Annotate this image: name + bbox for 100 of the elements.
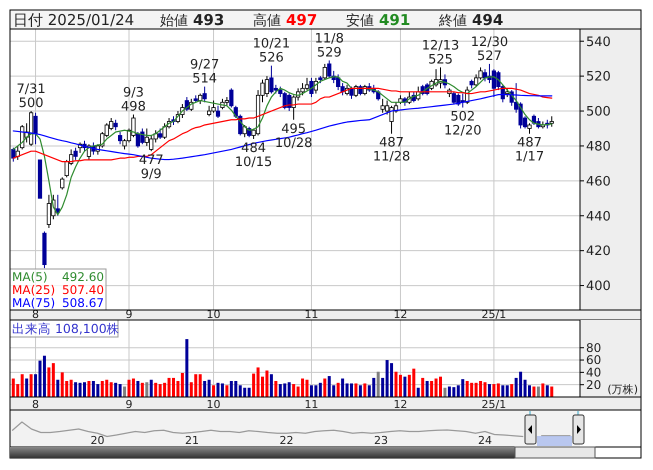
bar (185, 339, 188, 397)
annotation: 484 10/15 (234, 140, 272, 170)
candlestick (74, 147, 78, 160)
bar (114, 382, 118, 397)
annotation: 487 11/28 (372, 136, 410, 165)
bar (412, 368, 416, 397)
bar (198, 374, 202, 397)
bar (20, 374, 24, 397)
y-tick-label: 520 (586, 70, 611, 85)
annotation: 495 10/28 (274, 122, 312, 151)
bar (510, 384, 514, 397)
y-tick-label: 540 (586, 34, 611, 50)
bar (323, 378, 326, 397)
text: MA(25) 507.40 (12, 283, 104, 297)
x-tick-label: 25/1 (482, 398, 506, 411)
candlestick (207, 105, 212, 117)
bar (212, 385, 216, 397)
bar (318, 382, 322, 397)
candlestick (216, 105, 220, 119)
candlestick (264, 76, 270, 98)
bar (421, 378, 424, 397)
y-tick-label: 400 (586, 279, 611, 294)
x-tick-label: 20 (90, 434, 105, 447)
bar (403, 376, 406, 397)
x-tick-label: 24 (478, 434, 492, 447)
y-tick-label: 460 (586, 174, 611, 190)
annotation: 7/31 500 (16, 82, 46, 112)
y-tick-label: 420 (586, 244, 611, 260)
bar (60, 372, 64, 397)
candlestick (482, 68, 488, 82)
bar (416, 388, 420, 397)
text: MA(5) 492.60 (12, 270, 104, 284)
bar (292, 384, 296, 397)
bar (398, 374, 402, 397)
bar (96, 384, 100, 397)
bar (546, 385, 549, 397)
annotation: 9/27 514 (190, 58, 220, 87)
annotation: 12/30 527 (470, 34, 508, 64)
x-tick-label: 22 (280, 434, 294, 447)
bar (238, 385, 242, 397)
candlestick (211, 100, 216, 114)
annotation: 高値 497 (253, 11, 318, 29)
annotation: 502 12/20 (444, 110, 482, 139)
candlestick (60, 176, 64, 190)
bar (150, 380, 153, 397)
x-tick-label: 12 (393, 398, 408, 411)
bar (283, 383, 286, 397)
candlestick (242, 124, 247, 138)
candlestick (198, 93, 202, 105)
chart-title: 出来高 108,100株 (12, 321, 120, 336)
bar (358, 385, 362, 397)
bar (506, 385, 509, 397)
bar (110, 382, 113, 397)
y-tick-label: 40 (586, 366, 602, 380)
bar (376, 372, 380, 397)
candlestick (140, 128, 144, 145)
bar (488, 384, 491, 397)
bar (220, 383, 224, 397)
x-tick-label: 11 (304, 398, 318, 411)
bar (25, 378, 28, 397)
y-axis-title: (万株) (607, 383, 638, 396)
candlestick (474, 74, 478, 88)
bar (132, 378, 135, 397)
bar (74, 382, 78, 397)
candlestick (11, 147, 16, 162)
candlestick (114, 119, 118, 131)
bar (42, 356, 46, 397)
candlestick (380, 98, 385, 114)
bar (443, 388, 446, 397)
annotation: 安値 491 (346, 11, 410, 29)
bar (466, 380, 469, 397)
bar (265, 370, 268, 397)
bar (136, 380, 140, 397)
annotation: 終値 494 (438, 11, 504, 29)
chart-title: 日付 2025/01/24 (13, 11, 134, 29)
bar (123, 386, 126, 397)
bar (203, 380, 206, 397)
bar (30, 374, 33, 397)
bar (274, 380, 278, 397)
candlestick (158, 128, 162, 140)
y-tick-label: 500 (586, 104, 611, 120)
bar (496, 383, 500, 397)
bar (243, 388, 246, 397)
bar (336, 382, 340, 397)
bar (180, 372, 184, 397)
y-tick-label: 440 (586, 209, 611, 224)
text: MA(75) 508.67 (12, 296, 104, 310)
x-tick-label: 21 (185, 434, 200, 447)
bar (341, 378, 344, 397)
candlestick (131, 114, 136, 138)
annotation: 487 1/17 (514, 136, 544, 165)
bar (354, 383, 358, 397)
x-tick-label: 8 (32, 398, 40, 411)
annotation: 始値 493 (160, 11, 224, 29)
annotation: 11/8 529 (314, 31, 344, 60)
bar (430, 380, 434, 397)
bar (532, 386, 536, 397)
bar (372, 378, 376, 397)
x-tick-label: 9 (126, 398, 132, 411)
y-tick-label: 480 (586, 139, 611, 154)
